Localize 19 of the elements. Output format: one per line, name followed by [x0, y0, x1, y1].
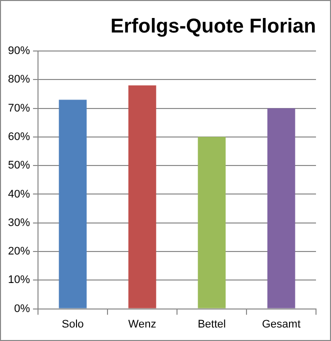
y-tick-label: 40% [8, 188, 30, 200]
y-tick-label: 30% [8, 216, 30, 229]
chart-title: Erfolgs-Quote Florian [110, 16, 316, 38]
y-tick-label: 0% [14, 302, 30, 315]
bar [267, 108, 296, 308]
y-tick-label: 10% [8, 274, 30, 286]
y-tick-label: 60% [8, 130, 30, 143]
y-tick-label: 70% [8, 102, 30, 114]
y-tick-label: 80% [8, 74, 30, 86]
x-tick-label: Bettel [198, 318, 226, 330]
bar [58, 100, 87, 308]
bar [128, 85, 156, 308]
x-tick-label: Gesamt [262, 318, 301, 330]
x-tick-label: Solo [62, 318, 84, 330]
y-tick-label: 90% [8, 45, 30, 58]
y-tick-label: 20% [8, 246, 30, 258]
y-tick-label: 50% [8, 160, 30, 172]
x-tick-label: Wenz [128, 318, 156, 330]
bar [198, 136, 226, 308]
